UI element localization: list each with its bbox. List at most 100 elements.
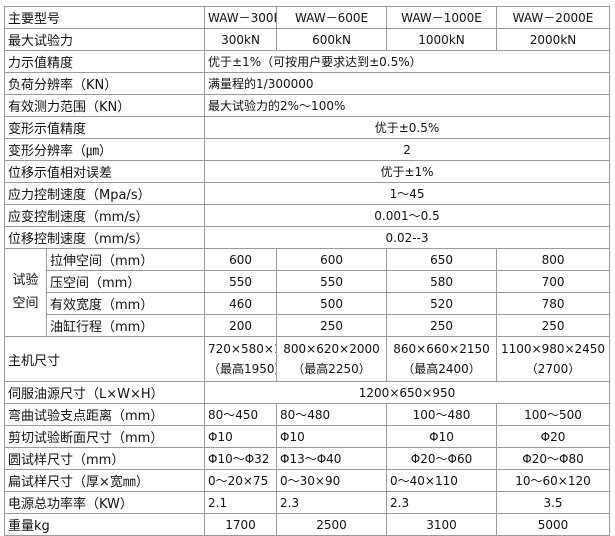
table-row: 变形分辨率（㎛） 2 xyxy=(3,138,611,161)
table-row: 有效宽度（mm） 460 500 520 780 xyxy=(5,292,611,315)
cell: 780 xyxy=(496,292,611,315)
cell: 优于±1% xyxy=(204,160,611,183)
cell: 3100 xyxy=(386,513,498,536)
cell: 300kN xyxy=(204,28,278,51)
table-row: 油缸行程（mm） 200 250 250 250 xyxy=(5,314,611,337)
cell: WAW－1000E xyxy=(386,6,498,29)
cell: 250 xyxy=(276,314,388,337)
row-label: 负荷分辨率（KN） xyxy=(3,72,206,95)
cell: 0～30×90 xyxy=(276,469,388,492)
group-label: 试验空间 xyxy=(4,248,47,337)
table-row: 伺服油源尺寸（L×W×H） 1200×650×950 xyxy=(3,381,611,404)
row-label: 应变控制速度（mm/s） xyxy=(3,204,206,227)
cell: Φ13～Φ40 xyxy=(276,447,388,470)
cell: Φ20～Φ80 xyxy=(496,447,611,470)
cell: 优于±0.5% xyxy=(204,116,611,139)
table-row: 重量kg 1700 2500 3100 5000 xyxy=(3,513,611,536)
table-row: 最大试验力 300kN 600kN 1000kN 2000kN xyxy=(3,28,611,51)
cell: 580 xyxy=(386,270,498,293)
table-row: 位移示值相对误差 优于±1% xyxy=(3,160,611,183)
row-label: 有效宽度（mm） xyxy=(45,292,206,315)
row-label: 油缸行程（mm） xyxy=(45,314,206,337)
cell: 650 xyxy=(386,248,498,271)
row-label: 位移示值相对误差 xyxy=(3,160,206,183)
cell: 600kN xyxy=(276,28,388,51)
cell: 1700 xyxy=(204,513,278,536)
row-label: 圆试样尺寸（mm） xyxy=(3,447,206,470)
table-row: 剪切试验断面尺寸（mm） Φ10 Φ10 Φ10 Φ20 xyxy=(3,425,611,448)
cell: 1～45 xyxy=(204,182,611,205)
row-label: 变形示值精度 xyxy=(3,116,206,139)
row-label: 应力控制速度（Mpa/s） xyxy=(3,182,206,205)
cell: 550 xyxy=(276,270,388,293)
table-row: 圆试样尺寸（mm） Φ10～Φ32 Φ13～Φ40 Φ20～Φ60 Φ20～Φ80 xyxy=(3,447,611,470)
cell: 800 xyxy=(496,248,611,271)
cell: 0.02--3 xyxy=(204,226,611,249)
cell-line: （最高1950） xyxy=(208,362,276,376)
cell-line: 800×620×2000 xyxy=(283,342,380,356)
cell: 100～500 xyxy=(496,403,611,426)
row-label: 变形分辨率（㎛） xyxy=(3,138,206,161)
cell: 80～450 xyxy=(204,403,278,426)
row-label: 弯曲试验支点距离（mm） xyxy=(3,403,206,426)
cell: 3.5 xyxy=(496,491,611,514)
row-label: 扁试样尺寸（厚×宽㎜） xyxy=(3,469,206,492)
table-body: 主要型号 WAW－300E WAW－600E WAW－1000E WAW－2000E 最大… xyxy=(3,6,611,536)
cell: 80～480 xyxy=(276,403,388,426)
cell: 600 xyxy=(204,248,278,271)
cell: 500 xyxy=(276,292,388,315)
cell: 优于±1%（可按用户要求达到±0.5%） xyxy=(204,50,611,73)
cell: 5000 xyxy=(496,513,611,536)
cell-line: 1100×980×2450 xyxy=(500,342,606,356)
row-label: 位移控制速度（mm/s） xyxy=(3,226,206,249)
cell: 0～40×110 xyxy=(386,469,498,492)
cell: Φ20 xyxy=(496,425,611,448)
cell: 600 xyxy=(276,248,388,271)
table-row: 主要型号 WAW－300E WAW－600E WAW－1000E WAW－2000E xyxy=(3,6,611,29)
table-row: 有效测力范围（KN） 最大试验力的2%～100% xyxy=(3,94,611,117)
cell: WAW－600E xyxy=(276,6,388,29)
cell: 460 xyxy=(204,292,278,315)
cell-line: 720×580×1750 xyxy=(208,342,276,356)
row-label: 主机尺寸 xyxy=(3,336,206,382)
cell: 550 xyxy=(204,270,278,293)
table-row: 试验空间 拉伸空间（mm） 600 600 650 800 xyxy=(4,248,611,337)
cell: 2000kN xyxy=(496,28,611,51)
cell: WAW－300E xyxy=(204,6,278,29)
cell: Φ20～Φ60 xyxy=(386,447,498,470)
cell: Φ10 xyxy=(204,425,278,448)
cell: 250 xyxy=(386,314,498,337)
cell: 200 xyxy=(204,314,278,337)
cell: 520 xyxy=(386,292,498,315)
cell: Φ10 xyxy=(386,425,498,448)
cell-line: （最高2250） xyxy=(292,362,371,376)
table-row: 力示值精度 优于±1%（可按用户要求达到±0.5%） xyxy=(3,50,611,73)
table-row: 负荷分辨率（KN） 满量程的1/300000 xyxy=(3,72,611,95)
cell: Φ10 xyxy=(276,425,388,448)
cell: 250 xyxy=(496,314,611,337)
cell: WAW－2000E xyxy=(496,6,611,29)
cell: 最大试验力的2%～100% xyxy=(204,94,611,117)
row-label: 有效测力范围（KN） xyxy=(3,94,206,117)
row-label: 伺服油源尺寸（L×W×H） xyxy=(3,381,206,404)
table-row: 压空间（mm） 550 550 580 700 xyxy=(5,270,611,293)
table-row: 应变控制速度（mm/s） 0.001～0.5 xyxy=(3,204,611,227)
table-row: 变形示值精度 优于±0.5% xyxy=(3,116,611,139)
row-label: 重量kg xyxy=(3,513,206,536)
spec-table: 主要型号 WAW－300E WAW－600E WAW－1000E WAW－2000E 最大… xyxy=(3,6,611,536)
cell-line: 860×660×2150 xyxy=(393,342,490,356)
cell: 1100×980×2450 （2700） xyxy=(496,336,611,382)
cell: 10～60×120 xyxy=(496,469,611,492)
row-label: 电源总功率率（KW） xyxy=(3,491,206,514)
table-row: 应力控制速度（Mpa/s） 1～45 xyxy=(3,182,611,205)
table-row: 位移控制速度（mm/s） 0.02--3 xyxy=(3,226,611,249)
row-label: 主要型号 xyxy=(3,6,206,29)
cell: 2.3 xyxy=(386,491,498,514)
cell: Φ10～Φ32 xyxy=(204,447,278,470)
cell: 700 xyxy=(496,270,611,293)
cell: 720×580×1750 （最高1950） xyxy=(204,336,278,382)
cell: 2.3 xyxy=(276,491,388,514)
cell: 0.001～0.5 xyxy=(204,204,611,227)
